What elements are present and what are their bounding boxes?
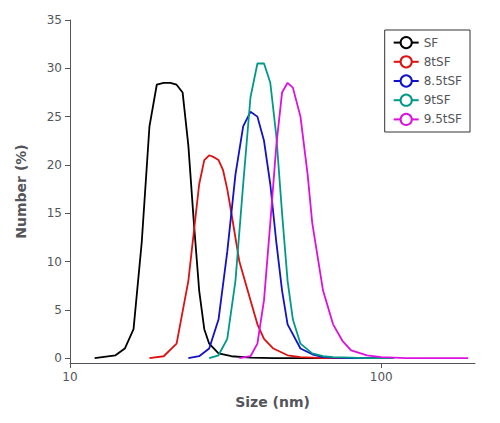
svg-text:10: 10	[62, 370, 77, 384]
svg-text:0: 0	[54, 351, 62, 365]
svg-text:Number (%): Number (%)	[13, 144, 29, 238]
svg-text:9tSF: 9tSF	[424, 93, 451, 107]
svg-text:20: 20	[47, 158, 62, 172]
svg-text:5: 5	[54, 303, 62, 317]
svg-text:15: 15	[47, 206, 62, 220]
svg-text:8.5tSF: 8.5tSF	[424, 74, 462, 88]
svg-text:9.5tSF: 9.5tSF	[424, 112, 462, 126]
svg-text:100: 100	[370, 370, 393, 384]
svg-text:8tSF: 8tSF	[424, 55, 451, 69]
svg-text:25: 25	[47, 110, 62, 124]
svg-text:10: 10	[47, 255, 62, 269]
svg-text:SF: SF	[424, 36, 439, 50]
svg-text:Size (nm): Size (nm)	[235, 394, 310, 410]
svg-text:35: 35	[47, 13, 62, 27]
svg-text:30: 30	[47, 61, 62, 75]
